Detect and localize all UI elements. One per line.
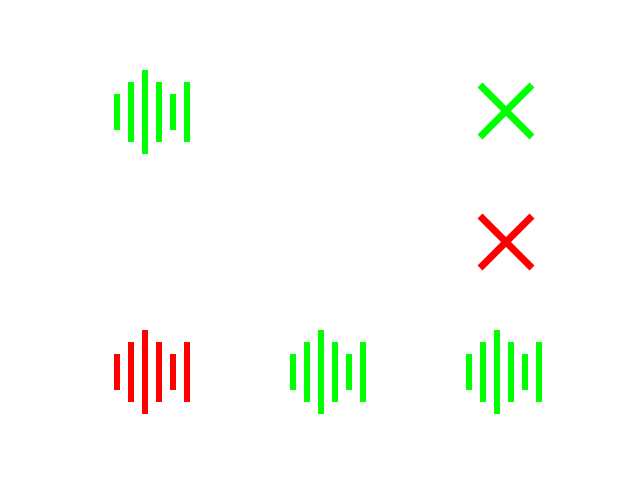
sound-wave-icon: [462, 330, 546, 414]
sound-wave-icon: [286, 330, 370, 414]
close-icon: [474, 79, 538, 143]
sound-wave-icon: [110, 330, 194, 414]
sound-wave-icon: [110, 70, 194, 154]
close-icon: [474, 210, 538, 274]
